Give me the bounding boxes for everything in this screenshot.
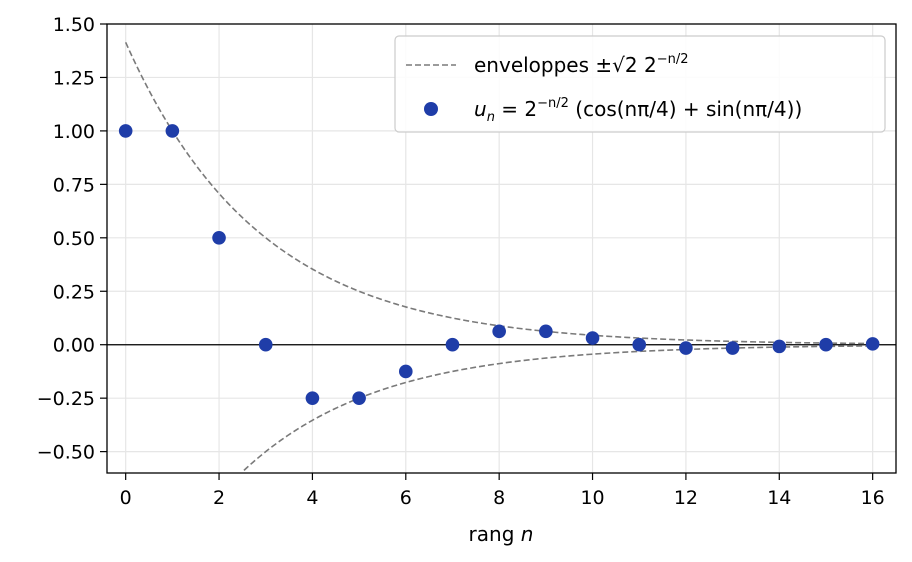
x-axis-ticks: 0 2 4 6 8 10 12 14 16 — [120, 473, 885, 509]
y-tick-label: 0.25 — [53, 281, 95, 303]
x-axis-label: rang n — [469, 522, 534, 546]
data-point — [772, 339, 787, 354]
data-point — [819, 337, 833, 352]
legend: enveloppes ±√2 2−n/2 un = 2−n/2 (cos(nπ/… — [394, 35, 886, 133]
data-point — [398, 364, 413, 379]
data-point — [165, 124, 180, 138]
x-tick-label: 10 — [580, 487, 604, 509]
legend-box — [394, 35, 886, 133]
x-tick-label: 2 — [213, 487, 225, 509]
plot-frame — [106, 23, 897, 474]
legend-series-swatch — [424, 102, 438, 116]
envelope-lower — [243, 345, 873, 471]
y-tick-label: 1.50 — [53, 14, 95, 36]
legend-series-label: un = 2−n/2 (cos(nπ/4) + sin(nπ/4)) — [474, 96, 802, 125]
y-tick-label: −0.25 — [37, 388, 95, 410]
x-tick-label: 4 — [306, 487, 318, 509]
x-tick-label: 6 — [400, 487, 412, 509]
data-point — [679, 341, 693, 355]
x-tick-label: 0 — [120, 487, 132, 509]
data-point — [352, 391, 366, 405]
y-axis-ticks: 1.50 1.25 1.00 0.75 0.50 0.25 0.00 −0.25 −0.50 — [37, 14, 107, 464]
y-tick-label: 1.00 — [53, 121, 95, 143]
y-tick-label: −0.50 — [37, 442, 95, 464]
y-tick-label: 0.75 — [53, 174, 95, 196]
data-point — [539, 324, 553, 339]
data-point — [305, 391, 320, 405]
x-tick-label: 8 — [493, 487, 505, 509]
data-point — [632, 337, 647, 352]
x-tick-label: 14 — [767, 487, 791, 509]
legend-envelope-label: enveloppes ±√2 2−n/2 — [474, 52, 689, 77]
data-point — [725, 341, 740, 355]
data-point — [492, 324, 506, 339]
data-points — [118, 124, 880, 405]
x-tick-label: 12 — [674, 487, 698, 509]
data-point — [212, 231, 226, 245]
y-tick-label: 1.25 — [53, 67, 95, 89]
data-point — [445, 337, 460, 352]
data-point — [258, 337, 273, 352]
y-tick-label: 0.50 — [53, 228, 95, 250]
data-point — [585, 331, 600, 345]
y-tick-label: 0.00 — [53, 335, 95, 357]
data-point — [118, 124, 133, 138]
x-tick-label: 16 — [861, 487, 885, 509]
data-point — [865, 337, 880, 351]
